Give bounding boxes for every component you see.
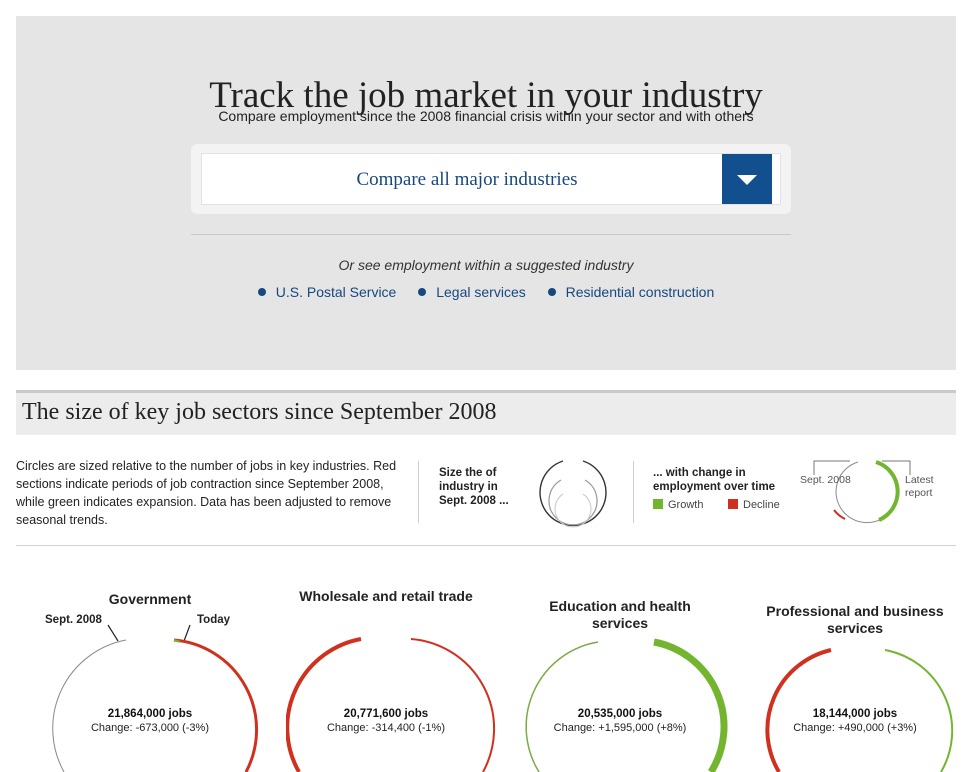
industry-jobs: 21,864,000 jobs	[107, 708, 193, 720]
bullet-icon	[257, 288, 266, 296]
ring-decline	[286, 637, 362, 772]
start-tick	[107, 624, 119, 642]
industry-picker-panel: Track the job market in your industry Co…	[16, 16, 956, 370]
ring-decline	[173, 638, 259, 772]
divider	[191, 234, 791, 235]
industry-ring-wholesale-retail	[286, 637, 496, 772]
ring-decline	[410, 638, 496, 772]
industry-jobs: 20,535,000 jobs	[577, 708, 663, 720]
suggested-industry-link[interactable]: Legal services	[418, 284, 526, 300]
suggested-industry-link[interactable]: Residential construction	[547, 284, 714, 300]
growth-swatch	[653, 499, 663, 509]
ring-growth	[653, 638, 728, 772]
chart-description: Circles are sized relative to the number…	[16, 459, 397, 527]
industry-change: Change: -673,000 (-3%)	[90, 722, 209, 734]
industry-title: Education and health services	[549, 598, 691, 631]
legend-circle-small	[554, 493, 592, 528]
industry-change: Change: -314,400 (-1%)	[326, 722, 445, 734]
decline-swatch	[728, 499, 738, 509]
page-subtitle: Compare employment since the 2008 financ…	[218, 108, 754, 124]
industry-select[interactable]: Compare all major industries	[201, 153, 781, 205]
suggested-industry-link[interactable]: U.S. Postal Service	[257, 284, 396, 300]
legend-change-ring	[813, 460, 911, 524]
ring-growth	[884, 649, 954, 772]
end-tick	[183, 624, 191, 642]
suggested-industry-prompt: Or see employment within a suggested ind…	[338, 257, 634, 273]
chevron-down-icon	[737, 175, 757, 185]
legend-divider	[418, 461, 419, 523]
section-title: The size of key job sectors since Septem…	[22, 399, 497, 425]
ring-decline	[765, 648, 832, 772]
section-divider	[16, 545, 956, 546]
start-annotation: Sept. 2008	[45, 614, 102, 626]
ring-base	[52, 639, 127, 772]
end-bracket	[882, 460, 911, 475]
industry-title: Government	[108, 591, 192, 607]
legend-change-text: ... with change in employment over time	[653, 467, 776, 493]
industry-jobs: 20,771,600 jobs	[343, 708, 429, 720]
legend-start-label: Sept. 2008	[800, 474, 851, 486]
industry-change: Change: +1,595,000 (+8%)	[553, 722, 687, 734]
industry-ring-government	[52, 624, 259, 772]
legend-divider	[633, 461, 634, 523]
section-rule	[16, 390, 956, 393]
section-header: The size of key job sectors since Septem…	[16, 393, 956, 435]
legend-size-circles	[539, 460, 607, 528]
ring-growth	[173, 639, 181, 643]
ring-base	[525, 641, 599, 772]
industry-select-value: Compare all major industries	[356, 169, 578, 190]
industry-ring-education-health	[525, 638, 728, 772]
bullet-icon	[547, 288, 556, 296]
industry-jobs: 18,144,000 jobs	[812, 708, 898, 720]
end-annotation: Today	[197, 614, 231, 626]
industry-select-wrapper: Compare all major industries	[191, 144, 791, 214]
legend-size-text: Size the of industry in Sept. 2008 ...	[439, 467, 509, 507]
page-title: Track the job market in your industry	[209, 75, 763, 116]
bullet-icon	[418, 288, 427, 296]
legend-ring-growth	[875, 460, 900, 522]
legend-growth: Growth	[653, 499, 703, 511]
industry-ring-professional-business	[765, 648, 954, 772]
legend-ring-decline	[833, 509, 846, 520]
start-bracket	[813, 460, 850, 475]
legend-decline: Decline	[728, 499, 780, 511]
industry-select-toggle-button[interactable]	[722, 154, 772, 204]
industry-title: Wholesale and retail trade	[299, 588, 473, 604]
industry-title: Professional and business services	[766, 603, 944, 636]
legend-end-label: Latest report	[905, 474, 934, 499]
industry-change: Change: +490,000 (+3%)	[793, 722, 917, 734]
suggested-industries: U.S. Postal Service Legal services Resid…	[16, 284, 956, 300]
legend-circle-large	[539, 460, 607, 527]
legend-circle-medium	[548, 479, 598, 526]
